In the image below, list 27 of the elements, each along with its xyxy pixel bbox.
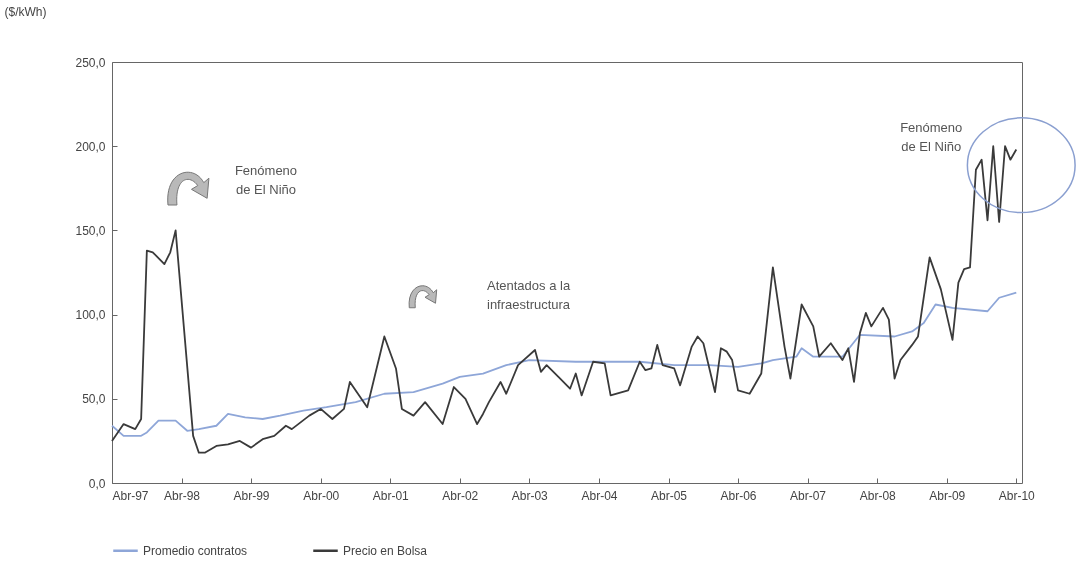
x-tick-label: Abr-10	[998, 488, 1036, 503]
line-series	[111, 291, 1018, 437]
x-tick-label: Abr-08	[859, 488, 897, 503]
x-tick-label: Abr-04	[581, 488, 618, 503]
x-tick-label: Abr-98	[164, 488, 201, 503]
annotation: Atentados a la infraestructura	[487, 278, 571, 312]
x-tick-label: Abr-06	[720, 488, 757, 503]
x-tick-label: Abr-05	[651, 488, 688, 503]
x-tick-label: Abr-02	[442, 488, 479, 503]
x-tick-label: Abr-99	[233, 488, 270, 503]
x-tick-label: Abr-97	[112, 488, 149, 503]
annotation: Fenómeno de El Niño	[900, 120, 963, 155]
x-tick-label: Abr-07	[790, 488, 827, 503]
y-tick-label: 50,0	[82, 392, 106, 407]
legend-label: Precio en Bolsa	[343, 543, 428, 558]
x-tick-label: Abr-09	[929, 488, 966, 503]
x-tick-label: Abr-00	[303, 488, 340, 503]
x-tick-label: Abr-03	[511, 488, 549, 503]
y-tick-label: 100,0	[75, 308, 106, 323]
y-tick-label: 150,0	[75, 223, 106, 238]
x-tick-label: Abr-01	[372, 488, 410, 503]
legend-label: Promedio contratos	[143, 543, 248, 558]
y-tick-label: 0,0	[88, 476, 106, 491]
y-tick-label: 200,0	[75, 139, 106, 154]
y-axis-title: ($/kWh)	[4, 4, 47, 19]
y-tick-label: 250,0	[75, 55, 106, 70]
annotation: Fenómeno de El Niño	[234, 163, 298, 197]
